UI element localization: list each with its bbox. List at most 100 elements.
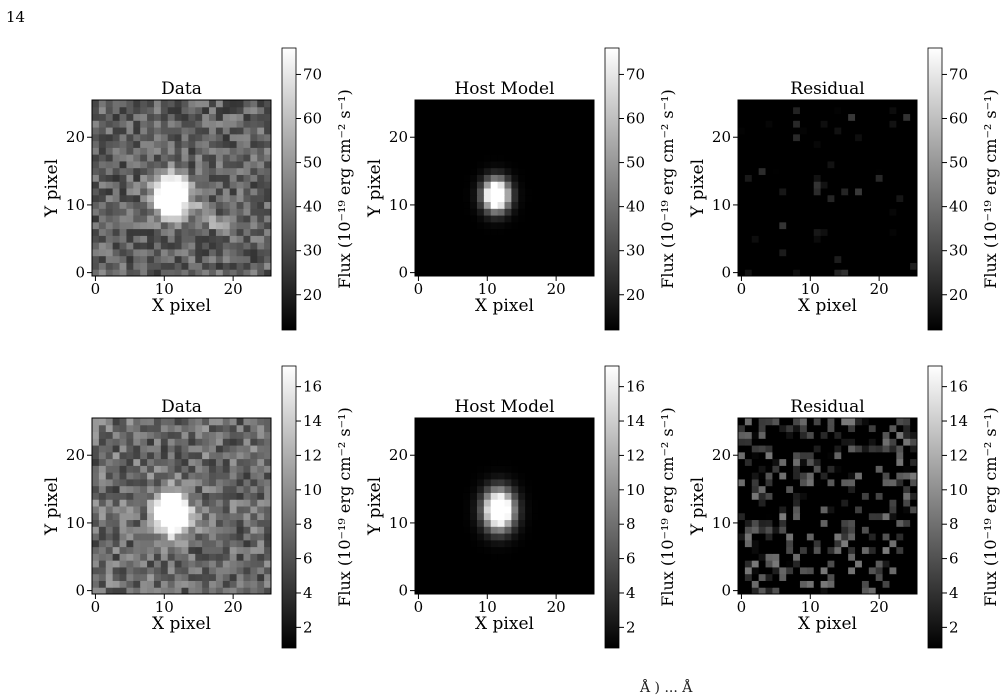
heatmap-cell [160,424,169,433]
heatmap-cell [490,188,499,196]
heatmap-cell [160,167,169,175]
heatmap-cell [834,133,842,142]
heatmap-cell [518,120,526,128]
heatmap-cell [518,438,526,446]
heatmap-cell [222,438,231,446]
heatmap-cell [875,140,884,148]
heatmap-cell [174,181,182,189]
heatmap-cell [806,133,815,142]
heatmap-cell [105,188,114,196]
heatmap-cell [257,100,265,108]
heatmap-cell [195,512,203,521]
heatmap-cell [806,215,815,223]
heatmap-cell [174,526,182,534]
heatmap-cell [573,445,581,453]
heatmap-cell [545,580,554,588]
heatmap-cell [827,242,835,250]
heatmap-cell [126,485,134,493]
heatmap-cell [133,478,141,487]
heatmap-cell [222,188,231,196]
heatmap-cell [861,512,870,521]
heatmap-cell [738,451,746,460]
heatmap-cell [861,424,870,433]
heatmap-cell [744,546,753,554]
heatmap-cell [98,228,107,236]
heatmap-cell [257,140,265,148]
heatmap-cell [195,215,203,223]
heatmap-cell [415,140,423,148]
heatmap-cell [222,485,231,493]
heatmap-cell [188,418,196,426]
heatmap-cell [779,154,787,162]
heatmap-cell [566,465,574,473]
heatmap-cell [470,255,478,263]
heatmap-cell [841,140,849,148]
heatmap-cell [848,120,856,128]
heatmap-cell [470,424,478,433]
heatmap-cell [463,418,471,426]
heatmap-cell [793,499,801,507]
heatmap-cell [566,167,574,175]
heatmap-cell [889,580,897,588]
heatmap-cell [490,208,499,216]
heatmap-cell [552,580,561,588]
heatmap-cell [813,154,822,162]
heatmap-cell [236,526,244,534]
heatmap-cell [140,418,148,426]
heatmap-cell [813,580,822,588]
heatmap-cell [910,553,918,561]
heatmap-cell [215,228,224,236]
heatmap-cell [827,519,835,527]
heatmap-cell [112,201,121,209]
heatmap-cell [470,478,478,487]
heatmap-cell [215,512,224,521]
heatmap-cell [483,533,492,541]
heatmap-cell [559,526,567,534]
heatmap-cell [525,553,533,561]
heatmap-cell [772,438,780,446]
heatmap-cell [841,424,849,433]
heatmap-cell [896,431,904,439]
heatmap-cell [841,194,849,203]
heatmap-cell [882,188,890,196]
heatmap-cell [497,242,505,250]
heatmap-cell [855,133,863,142]
heatmap-cell [518,113,526,121]
heatmap-cell [435,133,444,142]
heatmap-cell [806,188,815,196]
heatmap-cell [580,201,588,209]
heatmap-cell [532,539,540,548]
heatmap-cell [861,526,870,534]
heatmap-cell [525,174,533,182]
heatmap-cell [765,188,773,196]
heatmap-cell [751,533,760,541]
heatmap-cell [167,445,176,453]
heatmap-cell [779,580,787,588]
heatmap-cell [264,269,272,277]
heatmap-cell [738,228,746,236]
heatmap-cell [779,492,787,500]
heatmap-cell [799,181,808,189]
heatmap-cell [779,539,787,548]
heatmap-cell [435,174,444,182]
heatmap-cell [889,181,897,189]
heatmap-cell [896,553,904,561]
heatmap-cell [421,438,430,446]
heatmap-cell [834,242,842,250]
heatmap-cell [532,526,540,534]
heatmap-cell [215,215,224,223]
heatmap-cell [511,580,519,588]
heatmap-cell [470,580,478,588]
heatmap-cell [181,512,189,521]
heatmap-cell [421,526,430,534]
heatmap-cell [552,174,561,182]
heatmap-cell [222,208,231,216]
heatmap-cell [518,573,526,581]
heatmap-cell [834,120,842,128]
heatmap-cell [525,519,533,527]
heatmap-cell [552,546,561,554]
x-axis-label: X pixel [798,614,857,634]
heatmap-cell [806,255,815,263]
x-tick-label: 10 [155,598,174,616]
heatmap-cell [92,499,100,507]
